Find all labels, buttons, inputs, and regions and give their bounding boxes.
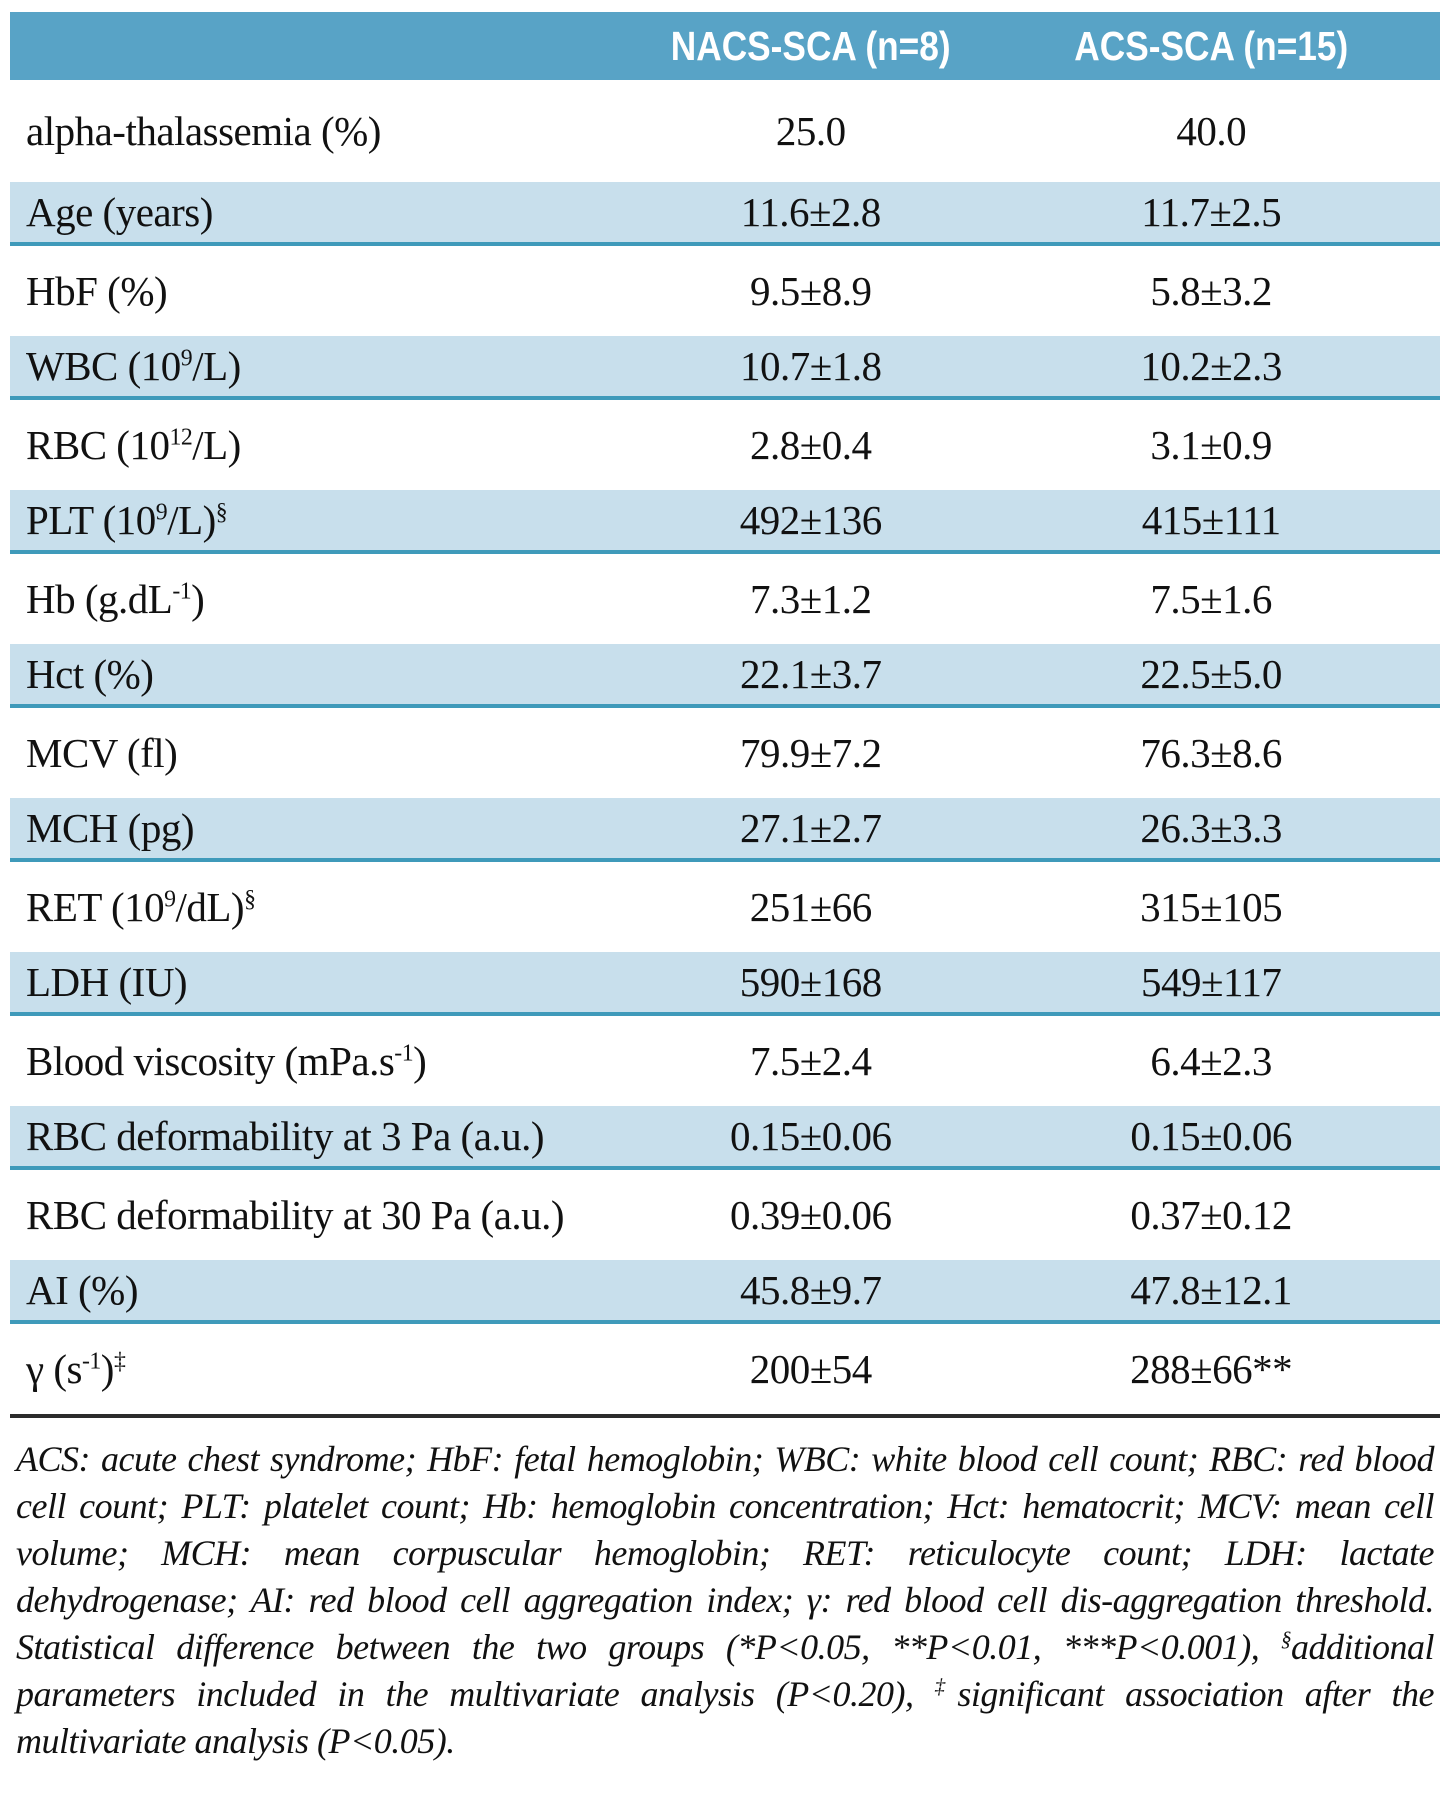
row-value-acs: 0.37±0.12	[1130, 1192, 1292, 1238]
row-value-acs: 22.5±5.0	[1140, 651, 1282, 697]
row-label: LDH (IU)	[26, 959, 188, 1005]
row-value-acs: 40.0	[1176, 108, 1247, 154]
row-value-nacs: 25.0	[775, 108, 846, 154]
row-value-acs: 76.3±8.6	[1140, 730, 1282, 776]
table-row: MCV (fl) 79.9±7.2 76.3±8.6	[10, 706, 1440, 798]
row-label: RBC (1012/L)	[26, 422, 241, 468]
row-value-nacs: 251±66	[749, 884, 873, 930]
table-row: Blood viscosity (mPa.s-1) 7.5±2.4 6.4±2.3	[10, 1014, 1440, 1106]
row-value-acs: 11.7±2.5	[1141, 189, 1282, 235]
row-value-acs: 6.4±2.3	[1150, 1038, 1272, 1084]
row-value-nacs: 11.6±2.8	[740, 189, 881, 235]
row-value-acs: 3.1±0.9	[1150, 422, 1272, 468]
table-row: HbF (%) 9.5±8.9 5.8±3.2	[10, 244, 1440, 336]
row-label: MCV (fl)	[26, 730, 178, 776]
row-label: γ (s-1)‡	[26, 1346, 126, 1392]
row-label: RBC deformability at 3 Pa (a.u.)	[26, 1113, 545, 1159]
table-footnote: ACS: acute chest syndrome; HbF: fetal he…	[10, 1414, 1440, 1765]
table-row: RBC deformability at 3 Pa (a.u.) 0.15±0.0…	[10, 1106, 1440, 1168]
table-row: RBC deformability at 30 Pa (a.u.) 0.39±0.…	[10, 1168, 1440, 1260]
data-table: NACS-SCA (n=8) ACS-SCA (n=15) alpha-thal…	[10, 12, 1440, 1414]
table-row: Hb (g.dL-1) 7.3±1.2 7.5±1.6	[10, 552, 1440, 644]
table-row: Age (years) 11.6±2.8 11.7±2.5	[10, 182, 1440, 244]
row-label: AI (%)	[26, 1267, 138, 1313]
row-label: PLT (109/L)§	[26, 497, 228, 543]
header-cell-acs: ACS-SCA (n=15)	[982, 12, 1440, 80]
row-value-nacs: 9.5±8.9	[750, 268, 872, 314]
row-value-nacs: 10.7±1.8	[740, 343, 882, 389]
row-label: Hct (%)	[26, 651, 154, 697]
table-row: MCH (pg) 27.1±2.7 26.3±3.3	[10, 798, 1440, 860]
row-label: MCH (pg)	[26, 805, 194, 851]
row-label: alpha-thalassemia (%)	[26, 108, 381, 154]
table-row: Hct (%) 22.1±3.7 22.5±5.0	[10, 644, 1440, 706]
row-value-nacs: 2.8±0.4	[750, 422, 872, 468]
header-label-nacs: NACS-SCA (n=8)	[670, 22, 951, 69]
row-label: WBC (109/L)	[26, 343, 241, 389]
row-value-nacs: 22.1±3.7	[740, 651, 882, 697]
row-value-nacs: 27.1±2.7	[740, 805, 882, 851]
row-label: RET (109/dL)§	[26, 884, 256, 930]
table-row: LDH (IU) 590±168 549±117	[10, 952, 1440, 1014]
header-label-acs: ACS-SCA (n=15)	[1074, 22, 1349, 69]
table-row: γ (s-1)‡ 200±54 288±66**	[10, 1322, 1440, 1414]
row-label: Blood viscosity (mPa.s-1)	[26, 1038, 427, 1084]
table-row: RET (109/dL)§ 251±66 315±105	[10, 860, 1440, 952]
row-value-nacs: 0.15±0.06	[730, 1113, 892, 1159]
row-value-nacs: 590±168	[739, 959, 883, 1005]
row-value-acs: 549±117	[1140, 959, 1282, 1005]
row-value-acs: 26.3±3.3	[1140, 805, 1282, 851]
row-value-nacs: 79.9±7.2	[740, 730, 882, 776]
row-value-acs: 415±111	[1141, 497, 1281, 543]
header-cell-nacs: NACS-SCA (n=8)	[639, 12, 983, 80]
row-value-acs: 5.8±3.2	[1150, 268, 1272, 314]
table-row: WBC (109/L) 10.7±1.8 10.2±2.3	[10, 336, 1440, 398]
header-row: NACS-SCA (n=8) ACS-SCA (n=15)	[10, 12, 1440, 80]
row-value-nacs: 7.3±1.2	[750, 576, 872, 622]
row-value-nacs: 492±136	[739, 497, 883, 543]
row-value-acs: 288±66**	[1130, 1346, 1293, 1392]
row-label: HbF (%)	[26, 268, 168, 314]
header-cell-empty	[10, 12, 640, 80]
row-value-nacs: 0.39±0.06	[730, 1192, 892, 1238]
table-row: RBC (1012/L) 2.8±0.4 3.1±0.9	[10, 398, 1440, 490]
row-value-acs: 10.2±2.3	[1140, 343, 1282, 389]
row-value-acs: 7.5±1.6	[1150, 576, 1272, 622]
row-value-nacs: 45.8±9.7	[740, 1267, 882, 1313]
table-row: PLT (109/L)§ 492±136 415±111	[10, 490, 1440, 552]
row-label: Hb (g.dL-1)	[26, 576, 205, 622]
row-value-nacs: 200±54	[749, 1346, 873, 1392]
row-value-acs: 47.8±12.1	[1130, 1267, 1292, 1313]
row-label: Age (years)	[26, 189, 213, 235]
row-label: RBC deformability at 30 Pa (a.u.)	[26, 1192, 565, 1238]
row-value-acs: 0.15±0.06	[1130, 1113, 1292, 1159]
table-row: AI (%) 45.8±9.7 47.8±12.1	[10, 1260, 1440, 1322]
row-value-nacs: 7.5±2.4	[750, 1038, 872, 1084]
row-value-acs: 315±105	[1140, 884, 1283, 930]
table-row: alpha-thalassemia (%) 25.0 40.0	[10, 80, 1440, 182]
